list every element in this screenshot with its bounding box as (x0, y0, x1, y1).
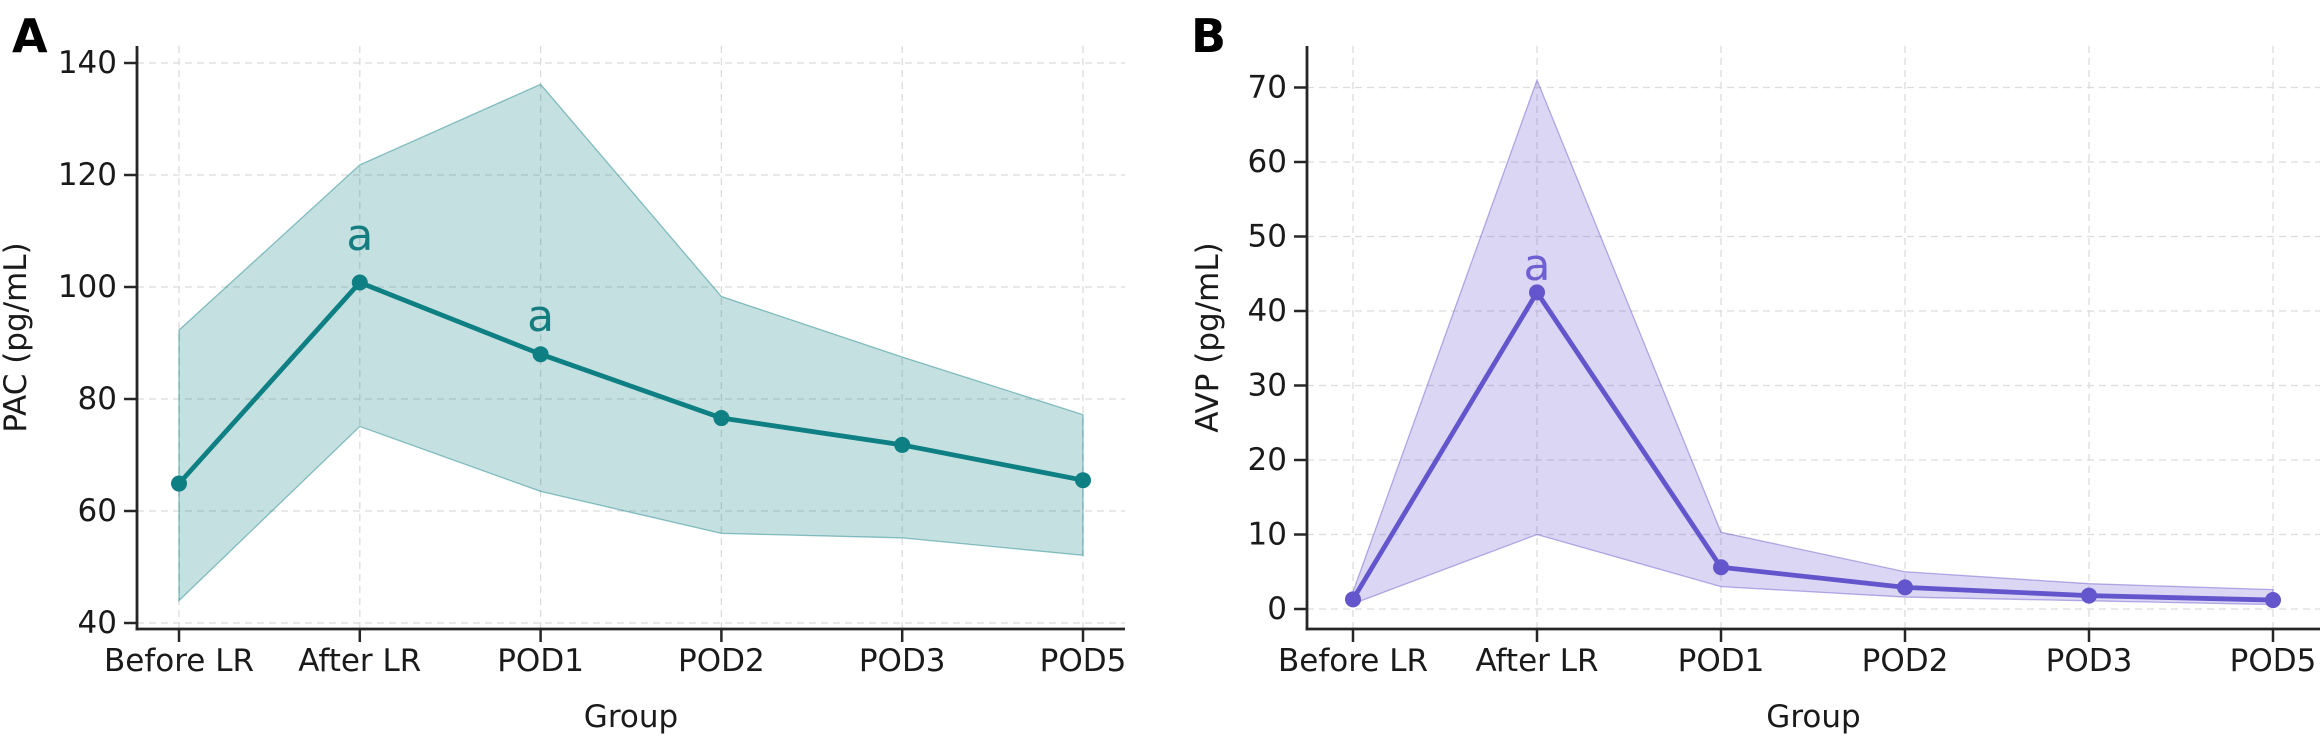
y-tick-label: 10 (1248, 517, 1287, 553)
x-tick-label: POD2 (678, 643, 765, 679)
y-tick-label: 50 (1248, 219, 1287, 255)
significance-annotation: a (1524, 240, 1551, 291)
x-tick-label: POD5 (1040, 643, 1127, 679)
confidence-band (178, 83, 1084, 603)
confidence-band (1352, 78, 2274, 606)
significance-annotation: a (527, 291, 554, 342)
y-axis-title: PAC (pg/mL) (0, 242, 34, 432)
panel-avp-chart: a 0 10 20 30 40 50 60 70 Before LR After LR POD1 POD… (1190, 46, 2320, 735)
significance-annotation: a (346, 210, 373, 261)
x-tick-label: POD1 (497, 643, 584, 679)
x-tick-label: Before LR (104, 643, 254, 679)
y-tick-label: 40 (78, 605, 117, 641)
mean-line (1350, 289, 2276, 603)
y-tick-label: 70 (1248, 70, 1287, 106)
data-point-marker (1529, 284, 1545, 301)
panel-pac-chart: a a 40 60 80 100 120 140 Before LR After LR POD1 PO… (0, 45, 1126, 735)
x-tick-label: POD3 (859, 643, 946, 679)
x-tick-label: POD2 (1862, 643, 1949, 679)
y-tick-label: 0 (1267, 591, 1287, 627)
y-tick-label: 40 (1248, 293, 1287, 329)
x-tick-label: Before LR (1278, 643, 1428, 679)
x-axis-title: Group (1766, 699, 1860, 735)
y-tick-label: 20 (1248, 442, 1287, 478)
y-tick-label: 80 (78, 381, 117, 417)
y-tick-label: 60 (1248, 144, 1287, 180)
y-tick-label: 60 (78, 493, 117, 529)
data-point-marker (171, 475, 187, 492)
data-point-marker (894, 436, 911, 453)
x-axis-title: Group (584, 699, 678, 735)
x-tick-label: POD3 (2046, 643, 2133, 679)
data-point-marker (2081, 587, 2097, 604)
x-tick-label: After LR (298, 643, 421, 679)
mean-line (176, 280, 1086, 486)
data-point-marker (1713, 559, 1729, 576)
data-point-marker (1345, 591, 1361, 608)
x-tick-label: After LR (1475, 643, 1598, 679)
x-tick-label: POD5 (2230, 643, 2317, 679)
y-tick-label: 140 (58, 45, 117, 81)
y-tick-label: 100 (58, 269, 117, 305)
panel-letter-b: B (1191, 9, 1227, 63)
x-tick-label: POD1 (1678, 643, 1765, 679)
data-point-marker (2265, 592, 2281, 609)
data-point-marker (713, 410, 730, 427)
y-axis-title: AVP (pg/mL) (1190, 242, 1226, 432)
data-point-marker (351, 274, 368, 291)
data-point-marker (1897, 579, 1913, 596)
data-point-marker (1075, 472, 1091, 489)
panel-letter-a: A (12, 9, 48, 63)
y-tick-label: 30 (1248, 368, 1287, 404)
data-point-marker (532, 346, 549, 363)
y-tick-label: 120 (58, 157, 117, 193)
